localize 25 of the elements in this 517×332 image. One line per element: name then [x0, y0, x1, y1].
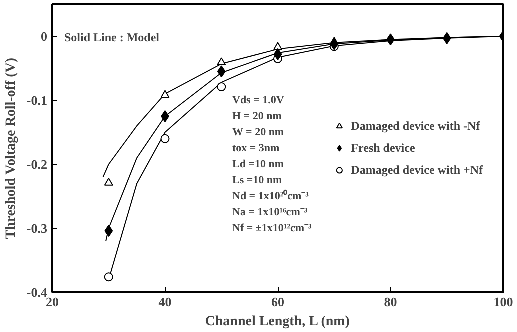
- annotation: W = 20 nm: [232, 126, 284, 138]
- x-tick-label: 40: [158, 294, 172, 310]
- annotation: Nd = 1x10²⁰cm⁻³: [232, 190, 310, 202]
- x-axis-title: Channel Length, L (nm): [205, 314, 350, 330]
- y-tick-label: 0: [41, 29, 48, 44]
- annotation: H = 20 nm: [232, 110, 282, 122]
- y-tick-label: -0.3: [26, 221, 48, 236]
- x-tick-label: 60: [272, 294, 284, 310]
- annotation: Ld =10 nm: [232, 158, 284, 170]
- x-tick-label: 20: [46, 294, 59, 310]
- y-axis-title: Threshold Voltage Roll-off (V): [4, 58, 19, 240]
- annotation: Na = 1x10¹⁶cm⁻³: [232, 206, 308, 218]
- legend-label: Fresh device: [351, 140, 416, 156]
- annotation: Vds = 1.0V: [232, 94, 284, 106]
- x-tick-label: 80: [384, 294, 398, 310]
- legend-label: Damaged device with -Nf: [351, 118, 480, 134]
- x-tick-label: 100: [494, 294, 514, 310]
- legend-label: Damaged device with +Nf: [351, 162, 483, 178]
- annotation: tox = 3nm: [232, 142, 280, 154]
- annotation: Nf = ±1x10¹²cm⁻³: [232, 222, 313, 234]
- annotation: Solid Line : Model: [64, 30, 160, 44]
- y-tick-label: -0.2: [26, 157, 48, 172]
- y-tick-label: -0.1: [26, 93, 48, 108]
- annotation: Ls =10 nm: [232, 174, 282, 186]
- y-tick-label: -0.4: [26, 285, 48, 300]
